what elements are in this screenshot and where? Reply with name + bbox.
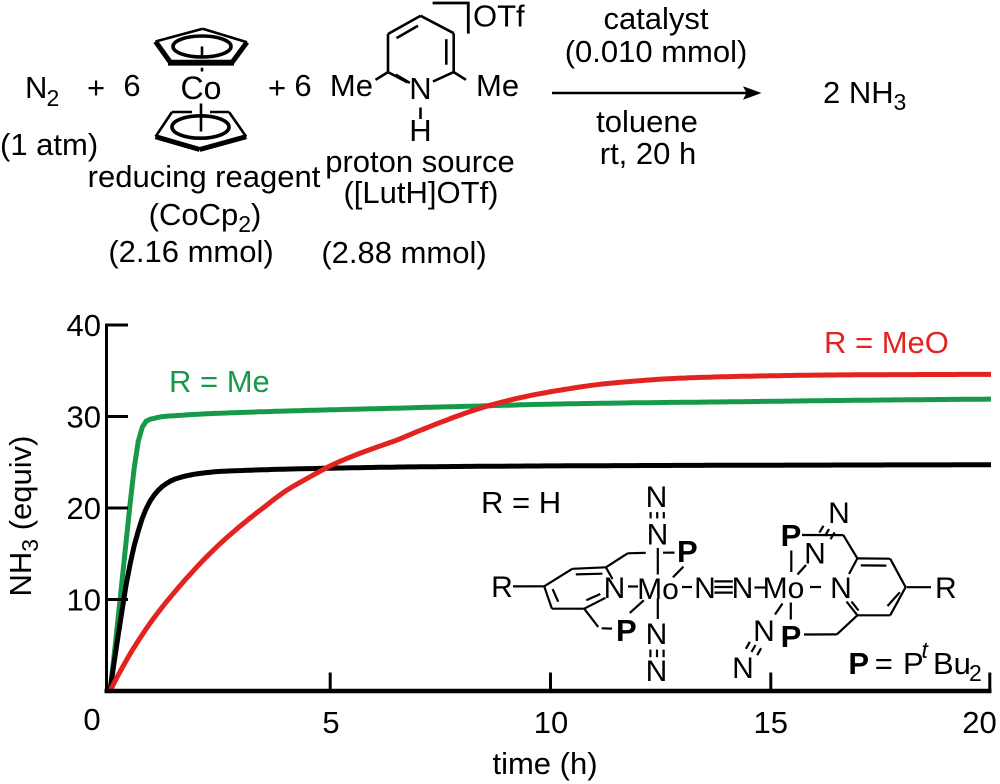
svg-text:N: N — [604, 572, 626, 605]
svg-text:30: 30 — [67, 400, 101, 435]
svg-text:Bu: Bu — [933, 646, 971, 681]
svg-text:OTf: OTf — [473, 0, 525, 34]
svg-text:10: 10 — [67, 583, 101, 618]
svg-text:6: 6 — [294, 68, 311, 103]
svg-text:Me: Me — [476, 68, 519, 103]
svg-text:R: R — [935, 572, 957, 605]
svg-text:t: t — [922, 637, 930, 663]
svg-text:rt, 20 h: rt, 20 h — [600, 136, 697, 171]
svg-text:3: 3 — [894, 89, 907, 115]
svg-text:N: N — [828, 497, 850, 530]
svg-text:R = Me: R = Me — [169, 364, 270, 399]
svg-text:N: N — [646, 481, 668, 514]
svg-text:2: 2 — [47, 85, 60, 111]
svg-text:R: R — [491, 571, 513, 604]
svg-text:+: + — [87, 70, 105, 105]
svg-text:time (h): time (h) — [492, 746, 597, 781]
svg-text:catalyst: catalyst — [603, 1, 708, 36]
svg-text:(1 atm): (1 atm) — [0, 127, 98, 162]
svg-text:N: N — [646, 655, 668, 688]
svg-text:N: N — [804, 538, 826, 571]
svg-text:proton source: proton source — [325, 144, 515, 179]
svg-text:NH3 (equiv): NH3 (equiv) — [3, 436, 43, 597]
svg-text:toluene: toluene — [596, 104, 698, 139]
svg-text:reducing reagent: reducing reagent — [88, 159, 321, 194]
svg-text:Mo: Mo — [763, 572, 805, 605]
svg-text:R = H: R = H — [481, 485, 561, 520]
svg-text:P: P — [677, 534, 698, 569]
svg-text:P: P — [616, 613, 637, 648]
svg-text:N: N — [647, 519, 669, 552]
svg-text:N: N — [409, 71, 431, 106]
svg-text:2: 2 — [969, 660, 982, 686]
svg-text:(0.010 mmol): (0.010 mmol) — [565, 34, 748, 69]
svg-text:P: P — [903, 646, 924, 681]
svg-text:10: 10 — [534, 705, 568, 740]
svg-text:20: 20 — [67, 491, 101, 526]
svg-text:P: P — [781, 619, 802, 654]
svg-text:H: H — [409, 113, 431, 148]
svg-text:N: N — [753, 615, 775, 648]
svg-text:N: N — [646, 618, 668, 651]
svg-text:N: N — [694, 572, 716, 605]
svg-text:0: 0 — [83, 702, 100, 737]
svg-text:R = MeO: R = MeO — [824, 325, 949, 360]
svg-text:N: N — [25, 70, 47, 105]
svg-text:(2.16 mmol): (2.16 mmol) — [108, 234, 273, 269]
svg-text:40: 40 — [67, 308, 101, 343]
svg-text:5: 5 — [322, 705, 339, 740]
svg-text:2 NH: 2 NH — [823, 75, 894, 110]
svg-text:15: 15 — [754, 705, 788, 740]
svg-text:6: 6 — [123, 68, 140, 103]
svg-text:N: N — [732, 652, 754, 685]
svg-text:P: P — [781, 518, 802, 553]
svg-text:N: N — [732, 572, 754, 605]
svg-text:P: P — [848, 646, 869, 681]
svg-text:(2.88 mmol): (2.88 mmol) — [321, 235, 486, 270]
svg-text:N: N — [830, 572, 852, 605]
svg-text:20: 20 — [962, 705, 996, 740]
svg-text:Me: Me — [330, 68, 373, 103]
svg-text:+: + — [268, 70, 286, 105]
svg-text:=: = — [875, 646, 893, 681]
svg-text:([LutH]OTf): ([LutH]OTf) — [343, 175, 498, 210]
svg-text:Co: Co — [181, 70, 222, 106]
